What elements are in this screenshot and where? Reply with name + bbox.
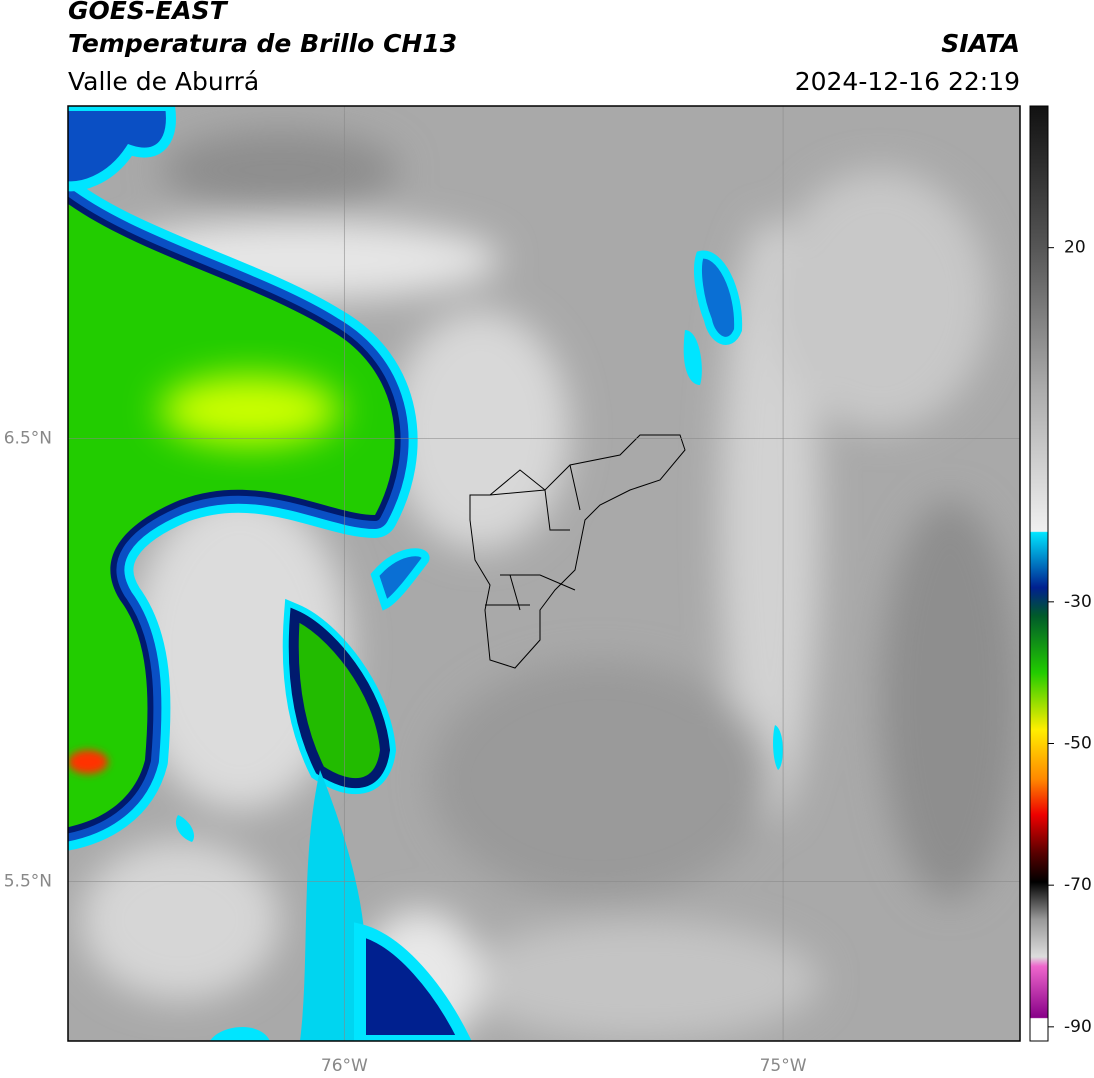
- satellite-image: [68, 106, 1020, 1041]
- lon-tick-label: 76°W: [321, 1056, 368, 1076]
- colorbar-tick-label: -90: [1064, 1017, 1092, 1037]
- timestamp: 2024-12-16 22:19: [795, 67, 1020, 96]
- colorbar-tick-label: -50: [1064, 734, 1092, 754]
- colorbar-tick-label: 20: [1064, 238, 1086, 258]
- title: GOES-EAST: [68, 0, 229, 25]
- colorbar: [1029, 105, 1049, 1042]
- lat-tick-label: 6.5°N: [4, 428, 52, 448]
- colorbar-tick-label: -70: [1064, 875, 1092, 895]
- lon-tick-label: 75°W: [760, 1056, 807, 1076]
- map-frame: [67, 105, 1021, 1042]
- lat-tick-label: 5.5°N: [4, 871, 52, 891]
- colorbar-tick-label: -30: [1064, 592, 1092, 612]
- source: SIATA: [941, 29, 1020, 58]
- region: Valle de Aburrá: [68, 67, 259, 96]
- subtitle: Temperatura de Brillo CH13: [68, 29, 457, 58]
